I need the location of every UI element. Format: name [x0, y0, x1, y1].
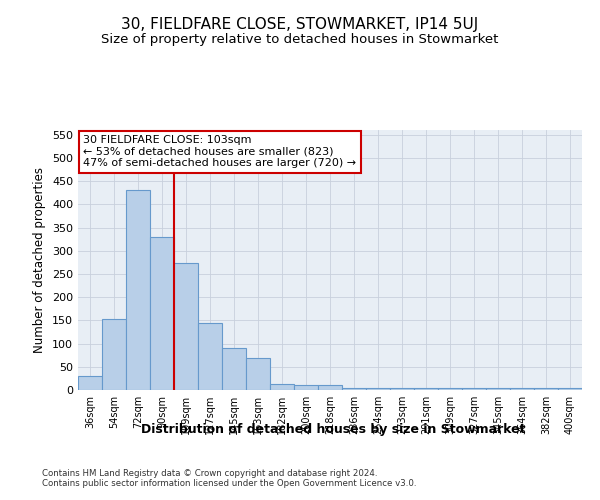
Bar — [414, 388, 438, 390]
Bar — [318, 386, 342, 390]
Bar — [78, 376, 102, 390]
Text: Contains public sector information licensed under the Open Government Licence v3: Contains public sector information licen… — [42, 478, 416, 488]
Text: 30, FIELDFARE CLOSE, STOWMARKET, IP14 5UJ: 30, FIELDFARE CLOSE, STOWMARKET, IP14 5U… — [121, 18, 479, 32]
Bar — [222, 348, 246, 390]
Bar — [438, 388, 462, 390]
Bar — [102, 319, 126, 390]
Text: Distribution of detached houses by size in Stowmarket: Distribution of detached houses by size … — [141, 422, 525, 436]
Bar — [198, 322, 222, 390]
Text: Contains HM Land Registry data © Crown copyright and database right 2024.: Contains HM Land Registry data © Crown c… — [42, 468, 377, 477]
Bar — [342, 388, 366, 390]
Bar — [270, 384, 294, 390]
Bar — [534, 388, 558, 390]
Text: 30 FIELDFARE CLOSE: 103sqm
← 53% of detached houses are smaller (823)
47% of sem: 30 FIELDFARE CLOSE: 103sqm ← 53% of deta… — [83, 135, 356, 168]
Bar — [510, 388, 534, 390]
Bar — [366, 388, 390, 390]
Bar — [174, 263, 198, 390]
Bar — [462, 388, 486, 390]
Bar — [390, 388, 414, 390]
Bar — [486, 388, 510, 390]
Bar — [246, 358, 270, 390]
Bar — [126, 190, 150, 390]
Bar — [558, 388, 582, 390]
Text: Size of property relative to detached houses in Stowmarket: Size of property relative to detached ho… — [101, 32, 499, 46]
Y-axis label: Number of detached properties: Number of detached properties — [34, 167, 46, 353]
Bar — [294, 386, 318, 390]
Bar — [150, 237, 174, 390]
